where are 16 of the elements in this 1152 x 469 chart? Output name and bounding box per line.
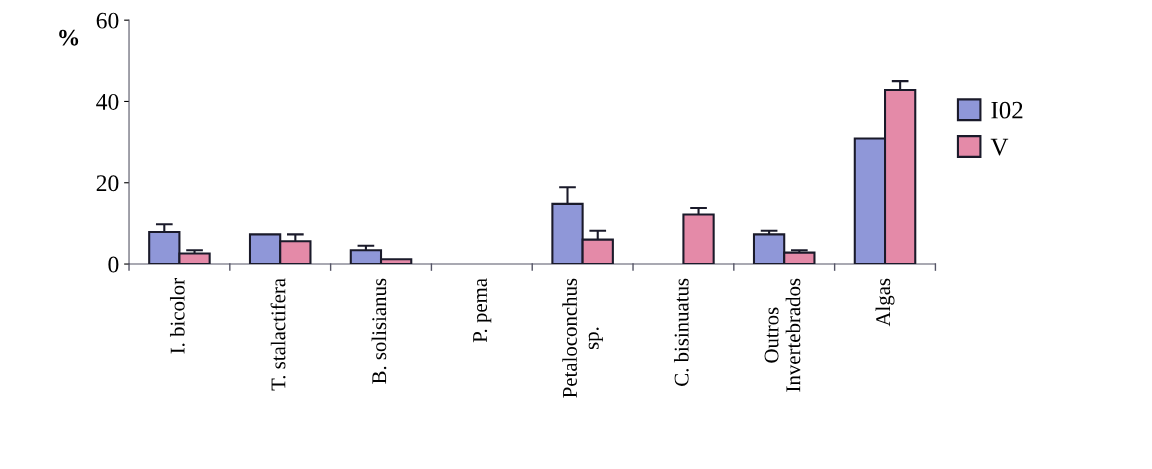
x-tick-label: T. stalactifera <box>270 278 286 391</box>
legend-label: I02 <box>991 101 1023 119</box>
x-tick-label: P. pema <box>473 278 492 343</box>
x-tick-label: Algas <box>875 278 895 327</box>
x-tick-label: Outros Invertebrados <box>764 278 801 392</box>
y-tick-label: 0 <box>108 256 119 273</box>
y-tick-label: 20 <box>96 175 119 192</box>
x-tick-label: I. bicolor <box>169 278 185 354</box>
x-tick-label: Petaloconchus sp. <box>562 278 603 398</box>
x-tick-label: B. solisianus <box>371 278 387 384</box>
y-tick-label: 60 <box>96 12 119 29</box>
bar <box>682 213 715 265</box>
legend-label: V <box>990 138 1009 156</box>
y-axis-title: % <box>59 29 79 46</box>
x-tick-label: C. bisinuatus <box>673 278 689 386</box>
y-tick-label: 40 <box>96 93 119 110</box>
